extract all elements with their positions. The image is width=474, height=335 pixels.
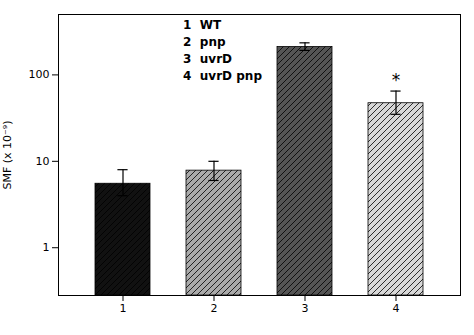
svg-text:3: 3 — [302, 302, 309, 315]
svg-text:SMF (x 10⁻⁹): SMF (x 10⁻⁹) — [1, 120, 14, 189]
svg-text:2: 2 — [211, 302, 218, 315]
svg-text:*: * — [392, 70, 401, 90]
svg-text:100: 100 — [29, 68, 50, 81]
svg-text:1: 1 — [120, 302, 127, 315]
svg-text:10: 10 — [36, 155, 50, 168]
svg-text:4: 4 — [393, 302, 400, 315]
svg-text:1: 1 — [43, 241, 50, 254]
svg-text:1 WT2 pnp3 uvrD4 uvrD pnp: 1 WT2 pnp3 uvrD4 uvrD pnp — [183, 18, 262, 82]
